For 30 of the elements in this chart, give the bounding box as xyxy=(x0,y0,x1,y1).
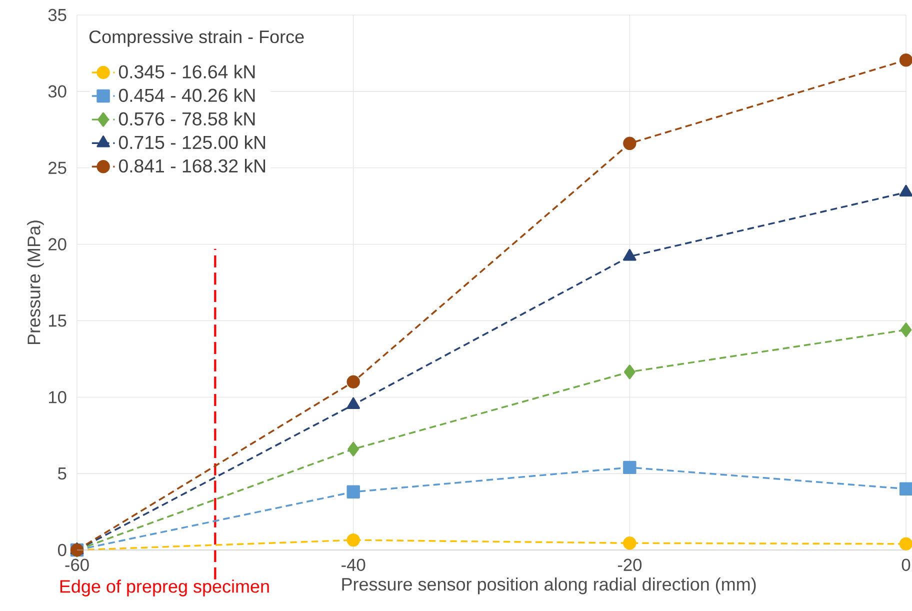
y-tick-label: 15 xyxy=(49,314,66,327)
y-tick-label: 25 xyxy=(48,162,66,174)
y-tick-label: 5 xyxy=(58,468,66,480)
y-tick-label: 0 xyxy=(58,544,66,556)
legend-title: Compressive strain - Force xyxy=(89,30,304,47)
y-tick-label: 20 xyxy=(48,238,66,250)
x-tick-label: -20 xyxy=(618,558,642,571)
point xyxy=(623,136,636,150)
point xyxy=(346,375,360,388)
x-tick-label: 0 xyxy=(902,558,910,571)
point xyxy=(346,533,360,547)
legend-label: 0.715 - 125.00 kN xyxy=(118,135,266,150)
y-tick-label: 30 xyxy=(48,85,66,98)
ref-line-label: Edge of prepreg specimen xyxy=(60,580,269,596)
y-tick-label: 10 xyxy=(49,391,66,404)
point xyxy=(623,536,636,550)
point xyxy=(346,485,360,499)
x-axis-title: Pressure sensor position along radial direction (mm) xyxy=(342,577,756,594)
legend-label: 0.576 - 78.58 kN xyxy=(118,112,255,126)
y-tick-label: 35 xyxy=(48,8,66,22)
y-axis-title: Pressure (MPa) xyxy=(27,220,44,344)
point xyxy=(348,442,360,456)
point xyxy=(623,460,636,474)
point xyxy=(899,184,912,197)
x-tick-label: -60 xyxy=(65,558,89,571)
legend-label: 0.345 - 16.64 kN xyxy=(118,64,255,78)
legend-label: 0.454 - 40.26 kN xyxy=(118,88,255,102)
x-tick-label: -40 xyxy=(342,558,366,571)
legend-label: 0.841 - 168.32 kN xyxy=(118,158,266,173)
point xyxy=(624,364,636,380)
